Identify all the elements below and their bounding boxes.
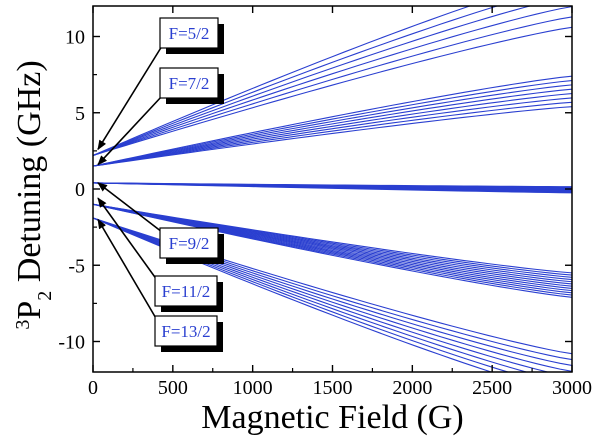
x-tick-label-4: 2000	[392, 377, 432, 399]
x-tick-label-6: 3000	[552, 377, 592, 399]
annotation-box-2	[159, 227, 219, 259]
axis-ticks: 0 500 1000 1500 2000 2500 3000 -10 -5 0 5 10	[58, 6, 592, 399]
annotation-arrow-0	[97, 45, 163, 151]
series-line-0-1	[93, 16, 572, 156]
x-tick-label-2: 1000	[233, 377, 273, 399]
x-tick-label-1: 500	[158, 377, 188, 399]
annotation-box-4	[154, 315, 218, 347]
annotation-label-2: F=9/2	[169, 234, 210, 253]
annotation-arrow-3	[97, 197, 158, 281]
annotations: F=5/2 F=7/2 F=9/2 F=11/2 F=13/2	[97, 17, 224, 352]
x-tick-label-3: 1500	[313, 377, 353, 399]
x-axis-title: Magnetic Field (G)	[201, 399, 464, 436]
y-axis-title-rest: Detuning (GHz)	[11, 60, 48, 290]
y-axis-title: 3P2 Detuning (GHz)	[11, 60, 56, 329]
y-axis-title-superscript: 3	[12, 320, 34, 330]
y-tick-label-2: 0	[75, 179, 85, 201]
annotation-arrow-1	[97, 95, 163, 166]
series-line-0-2	[93, 6, 572, 156]
annotation-label-1: F=7/2	[169, 74, 210, 93]
y-tick-label-3: 5	[75, 103, 85, 125]
annotation-box-1	[159, 67, 219, 99]
series-line-1-6	[93, 79, 572, 167]
y-axis-title-subscript: 2	[34, 291, 56, 301]
series-line-0-0	[93, 26, 572, 156]
x-tick-label-5: 2500	[472, 377, 512, 399]
annotation-box-3	[154, 275, 218, 307]
annotation-label-0: F=5/2	[169, 24, 210, 43]
y-tick-label-4: 10	[65, 27, 85, 49]
series-line-1-1	[93, 101, 572, 167]
series-line-1-2	[93, 97, 572, 167]
y-tick-label-0: -10	[58, 332, 85, 354]
series-line-1-0	[93, 106, 572, 167]
annotation-arrow-4	[97, 218, 158, 321]
annotation-label-3: F=11/2	[162, 282, 211, 301]
series-line-0-3	[93, 6, 532, 156]
x-tick-label-0: 0	[88, 377, 98, 399]
annotation-arrow-2	[97, 182, 163, 233]
series-line-0-5	[93, 6, 472, 156]
series-line-1-3	[93, 93, 572, 167]
series-line-1-7	[93, 75, 572, 167]
series-line-1-5	[93, 84, 572, 167]
series-line-1-4	[93, 88, 572, 167]
y-axis-title-main: P	[11, 301, 48, 320]
annotation-box-0	[159, 17, 219, 49]
series-line-3-11	[93, 203, 572, 274]
annotation-label-4: F=13/2	[161, 322, 210, 341]
series-line-2-9	[93, 182, 572, 188]
plot-lines	[93, 6, 572, 372]
y-tick-label-1: -5	[68, 255, 85, 277]
